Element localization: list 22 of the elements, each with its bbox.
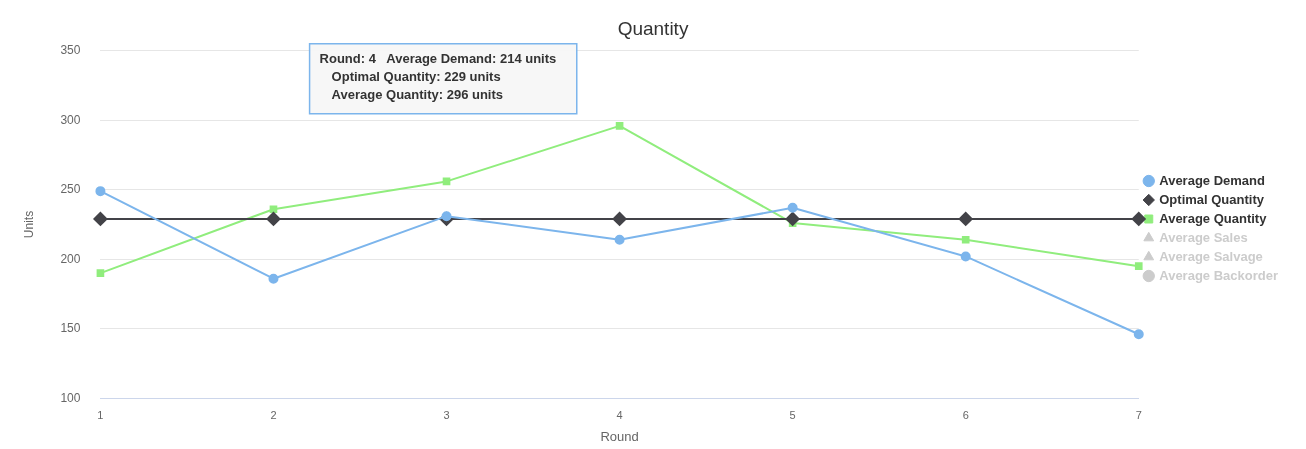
chart-title: Quantity — [617, 17, 689, 39]
legend-label: Average Quantity — [1159, 210, 1268, 226]
annotation: Optimal Quantity: 229 units — [331, 69, 501, 85]
legend-label: Average Demand — [1159, 172, 1266, 188]
text: Round: 4 Average Demand: 214 units — [319, 51, 557, 67]
y-tick-label: 100 — [60, 390, 81, 405]
x-tick-label: 5 — [789, 408, 796, 421]
x-tick-label: 6 — [962, 408, 969, 421]
y-tick-label: 300 — [60, 112, 81, 127]
x-tick-label: 1 — [97, 408, 104, 421]
x-tick-label: 4 — [616, 408, 623, 421]
y-tick-label: 150 — [60, 321, 81, 336]
x-tick-label: 7 — [1135, 408, 1142, 421]
x-tick-label: 2 — [270, 408, 277, 421]
x-tick-label: 3 — [443, 408, 450, 421]
y-tick-label: 250 — [60, 182, 81, 197]
y-tick-label: 200 — [60, 251, 81, 266]
annotation: Average Quantity: 296 units — [331, 87, 504, 103]
legend-label: Optimal Quantity — [1159, 191, 1265, 207]
y-axis-title: Units — [21, 210, 36, 239]
x-axis-title: Round — [600, 428, 639, 444]
y-tick-label: 350 — [60, 43, 81, 58]
